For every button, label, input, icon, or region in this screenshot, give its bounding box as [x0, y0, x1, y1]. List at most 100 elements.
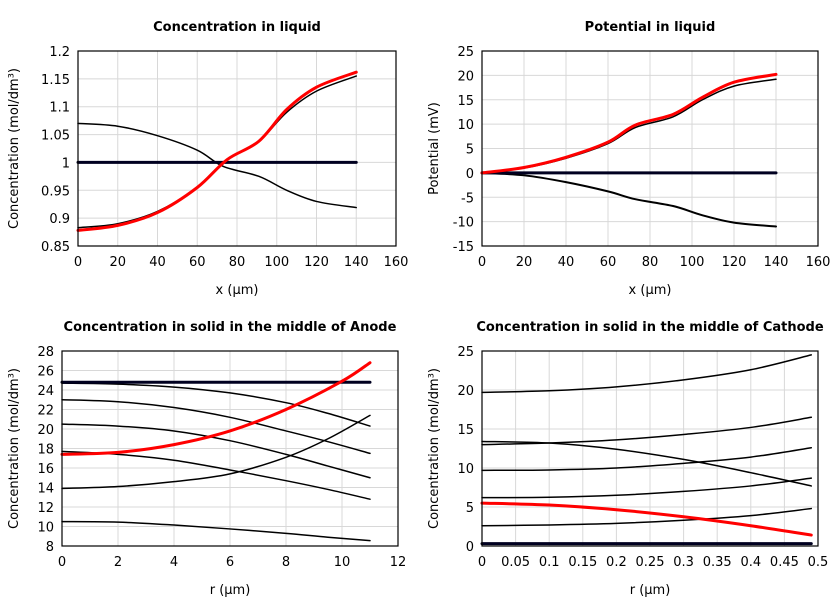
y-tick-label: 20 [457, 69, 474, 84]
subplot-3: 0 2 4 6 8 10 12810121416182022242628Concentrat… [7, 320, 406, 598]
x-axis-label: r (µm) [210, 583, 251, 598]
series-line-2 [481, 416, 813, 446]
x-tick-label: 0.5 [808, 555, 829, 570]
x-tick-label: 0.45 [770, 555, 799, 570]
series-line-1 [481, 354, 813, 394]
series-line-2 [77, 75, 357, 229]
subplot-1: 0 20 40 60 80 100 120 140 160 0.85 0.9 0.95 1 1.05 1.1… [7, 20, 408, 298]
x-tick-label: 10 [334, 555, 351, 570]
x-tick-label: 0.2 [606, 555, 627, 570]
series-line-6 [61, 520, 371, 542]
series-line-4 [480, 72, 778, 175]
series-line-4 [76, 70, 358, 232]
subplot-2: 0 20 40 60 80 100 120 140 160 -15 -10 -5 0 5 10 15 20 25 P… [427, 20, 830, 298]
x-tick-label: 120 [304, 255, 329, 270]
series-line-2 [61, 399, 371, 455]
chart-title: Concentration in solid in the middle of … [476, 320, 824, 335]
plot-frame [481, 350, 819, 547]
y-axis-label: Concentration (mol/dm³) [427, 368, 442, 529]
y-tick-label: 0.9 [49, 212, 70, 227]
y-axis-label: Potential (mV) [427, 102, 442, 195]
x-tick-label: 0 [478, 255, 486, 270]
series-line-1 [481, 171, 777, 228]
x-tick-label: 0.1 [539, 555, 560, 570]
series-line-8 [60, 361, 372, 456]
y-tick-label: 0.95 [41, 184, 70, 199]
series-line-1 [61, 382, 371, 427]
y-tick-label: 22 [37, 404, 54, 419]
x-tick-label: 140 [764, 255, 789, 270]
y-tick-label: -15 [453, 240, 474, 255]
y-tick-label: 1 [62, 156, 70, 171]
x-tick-label: 0 [74, 255, 82, 270]
y-tick-label: 25 [457, 45, 474, 60]
y-tick-label: 1.05 [41, 129, 70, 144]
y-tick-label: 28 [37, 345, 54, 360]
x-tick-label: 80 [642, 255, 659, 270]
chart-title: Concentration in liquid [153, 20, 321, 35]
series-line-3 [61, 423, 371, 479]
y-tick-label: 5 [466, 143, 474, 158]
y-tick-label: 25 [457, 345, 474, 360]
x-tick-label: 0 [58, 555, 66, 570]
x-tick-label: 0.15 [568, 555, 597, 570]
series-line-5 [481, 477, 813, 499]
y-tick-label: 0 [466, 540, 474, 555]
y-tick-label: 5 [466, 501, 474, 516]
x-axis-label: x (µm) [216, 283, 259, 298]
y-tick-label: -5 [461, 191, 474, 206]
x-tick-label: 0.35 [703, 555, 732, 570]
plot-frame [77, 50, 397, 247]
x-tick-label: 140 [344, 255, 369, 270]
y-tick-label: -10 [453, 216, 474, 231]
x-tick-label: 8 [282, 555, 290, 570]
x-tick-label: 20 [516, 255, 533, 270]
y-tick-label: 24 [37, 384, 54, 399]
chart-title: Concentration in solid in the middle of … [64, 320, 397, 335]
series-line-6 [481, 507, 813, 527]
series-line-8 [480, 501, 813, 537]
y-tick-label: 10 [457, 118, 474, 133]
y-tick-label: 16 [37, 462, 54, 477]
y-tick-label: 10 [37, 521, 54, 536]
x-tick-label: 6 [226, 555, 234, 570]
series-line-4 [481, 446, 813, 472]
series-line-1 [77, 122, 357, 209]
x-tick-label: 60 [600, 255, 617, 270]
series-line-2 [481, 78, 777, 174]
x-tick-label: 40 [558, 255, 575, 270]
x-tick-label: 160 [806, 255, 831, 270]
series-line-3 [481, 440, 813, 487]
y-tick-label: 20 [457, 384, 474, 399]
y-tick-label: 1.15 [41, 73, 70, 88]
x-axis-label: x (µm) [629, 283, 672, 298]
y-tick-label: 0.85 [41, 240, 70, 255]
x-tick-label: 0.05 [501, 555, 530, 570]
y-tick-label: 18 [37, 443, 54, 458]
series-line-4 [61, 450, 371, 500]
x-tick-label: 4 [170, 555, 178, 570]
chart-title: Potential in liquid [585, 20, 716, 35]
x-tick-label: 0 [478, 555, 486, 570]
x-tick-label: 100 [680, 255, 705, 270]
y-tick-label: 0 [466, 167, 474, 182]
y-tick-label: 8 [46, 540, 54, 555]
y-tick-label: 20 [37, 423, 54, 438]
y-tick-label: 15 [457, 423, 474, 438]
y-axis-label: Concentration (mol/dm³) [7, 68, 22, 229]
x-tick-label: 160 [384, 255, 409, 270]
y-tick-label: 10 [457, 462, 474, 477]
y-tick-label: 12 [37, 501, 54, 516]
subplot-4: 0 0.05 0.1 0.15 0.2 0.25 0.3 0.35 0.4 0.45 0.5 0 5 10… [427, 320, 828, 598]
y-tick-label: 26 [37, 365, 54, 380]
x-tick-label: 100 [264, 255, 289, 270]
x-axis-label: r (µm) [630, 583, 671, 598]
x-tick-label: 60 [189, 255, 206, 270]
y-tick-label: 14 [37, 482, 54, 497]
y-tick-label: 1.1 [49, 101, 70, 116]
y-axis-label: Concentration (mol/dm³) [7, 368, 22, 529]
x-tick-label: 120 [722, 255, 747, 270]
x-tick-label: 2 [114, 555, 122, 570]
x-tick-label: 40 [149, 255, 166, 270]
